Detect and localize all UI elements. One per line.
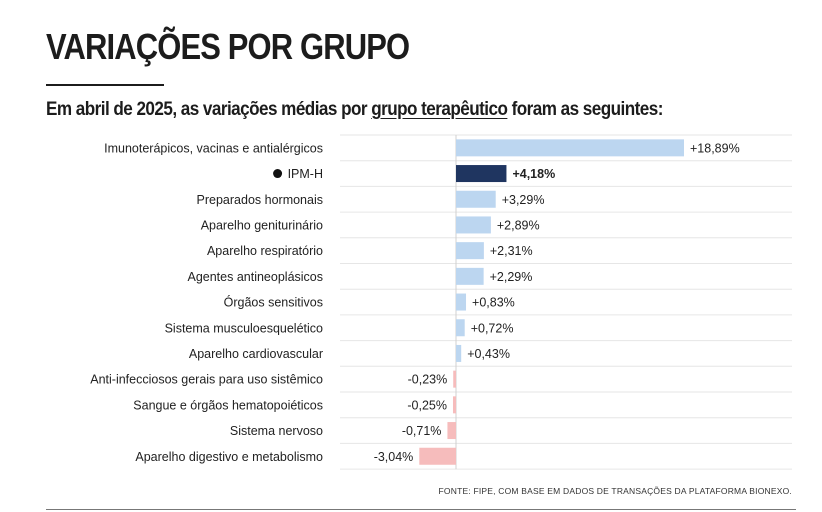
- bar: [456, 242, 484, 260]
- bar: [456, 267, 484, 285]
- subtitle-text-end: foram as seguintes:: [507, 99, 664, 120]
- bar: [456, 319, 465, 337]
- value-label: +4,18%: [512, 167, 555, 181]
- bar: [452, 396, 456, 414]
- bar: [453, 370, 456, 388]
- bar: [456, 216, 491, 234]
- category-label: Agentes antineoplásicos: [187, 270, 323, 284]
- category-label: Sistema nervoso: [230, 424, 323, 438]
- title-divider: [46, 84, 164, 86]
- bar: [456, 139, 684, 157]
- category-label: IPM-H: [288, 167, 323, 181]
- value-label: +18,89%: [690, 141, 740, 155]
- value-label: +0,72%: [471, 321, 514, 335]
- category-label: Preparados hormonais: [197, 193, 323, 207]
- page-title: VARIAÇÕES POR GRUPO: [46, 26, 410, 67]
- category-label: Anti-infecciosos gerais para uso sistêmi…: [90, 373, 323, 387]
- value-label: +3,29%: [502, 193, 545, 207]
- category-label: Órgãos sensitivos: [224, 295, 323, 310]
- category-label: Aparelho digestivo e metabolismo: [135, 450, 323, 464]
- bar: [456, 190, 496, 208]
- value-label: -3,04%: [374, 450, 414, 464]
- category-label: Aparelho respiratório: [207, 244, 323, 258]
- bar: [456, 165, 507, 183]
- bar: [456, 293, 467, 311]
- bar: [447, 422, 456, 440]
- subtitle-link[interactable]: grupo terapêutico: [371, 99, 508, 120]
- bar: [419, 447, 456, 465]
- subtitle-text-start: Em abril de 2025, as variações médias po…: [46, 99, 372, 120]
- value-label: +0,43%: [467, 347, 510, 361]
- category-label: Imunoterápicos, vacinas e antialérgicos: [104, 141, 323, 155]
- value-label: +0,83%: [472, 296, 515, 310]
- category-label: Aparelho cardiovascular: [189, 347, 323, 361]
- highlight-dot: [273, 169, 283, 179]
- value-label: +2,89%: [497, 218, 540, 232]
- value-label: -0,25%: [407, 398, 447, 412]
- source-note: FONTE: FIPE, COM BASE EM DADOS DE TRANSA…: [438, 486, 792, 496]
- value-label: -0,23%: [408, 373, 448, 387]
- value-label: +2,31%: [490, 244, 533, 258]
- category-label: Aparelho geniturinário: [201, 218, 323, 232]
- chart-subtitle: Em abril de 2025, as variações médias po…: [46, 99, 663, 121]
- value-label: +2,29%: [490, 270, 533, 284]
- bottom-divider: [46, 509, 796, 510]
- value-label: -0,71%: [402, 424, 442, 438]
- category-label: Sistema musculoesquelético: [165, 321, 323, 335]
- bar: [456, 344, 462, 362]
- category-label: Sangue e órgãos hematopoiéticos: [133, 398, 323, 412]
